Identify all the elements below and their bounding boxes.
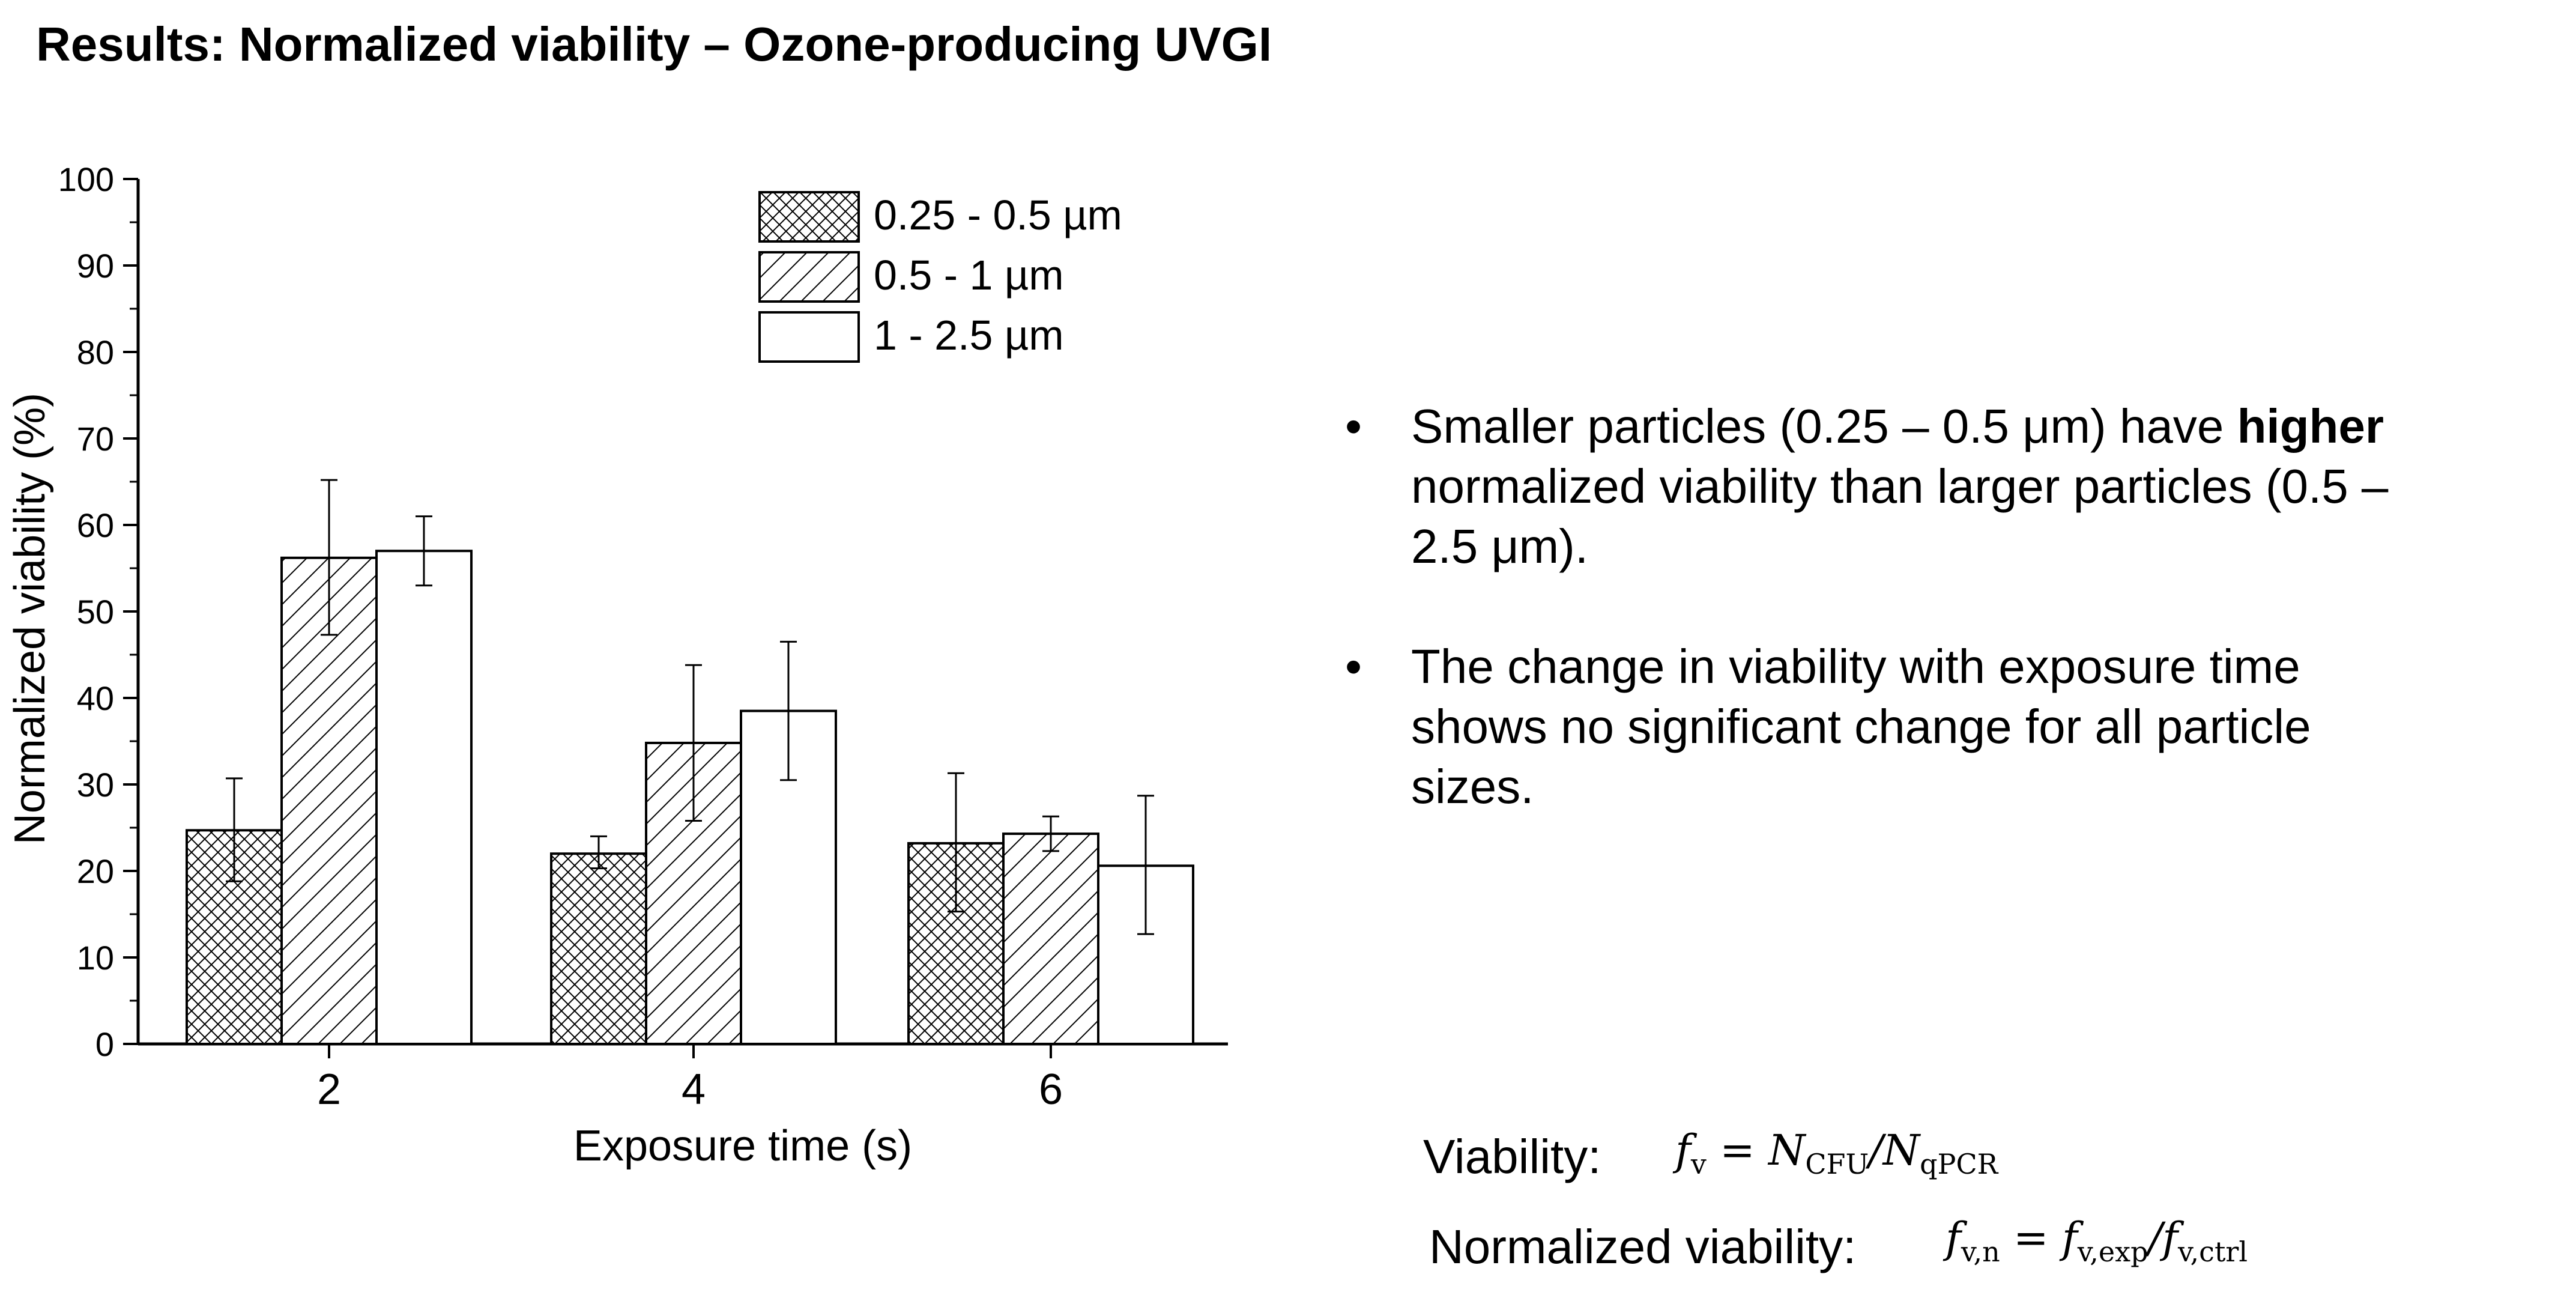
legend-label: 0.5 - 1 µm bbox=[874, 252, 1064, 299]
x-tick-label: 6 bbox=[1039, 1066, 1063, 1114]
bullet-item: • Smaller particles (0.25 – 0.5 μm) have… bbox=[1345, 396, 2396, 577]
legend: 0.25 - 0.5 µm 0.5 - 1 µm 1 - 2.5 µm bbox=[758, 191, 1122, 363]
normalized-viability-equation: fv,n = fv,exp/fv,ctrl bbox=[1946, 1213, 2248, 1268]
bar bbox=[1002, 832, 1099, 1045]
y-tick-label: 90 bbox=[77, 247, 114, 285]
bar bbox=[375, 550, 473, 1045]
y-tick-label: 80 bbox=[77, 333, 114, 371]
legend-label: 0.25 - 0.5 µm bbox=[874, 192, 1122, 238]
bar bbox=[550, 852, 647, 1045]
x-axis-title: Exposure time (s) bbox=[573, 1122, 912, 1170]
bullet-text-rest: normalized viability than larger particl… bbox=[1411, 459, 2389, 573]
bullet-symbol: • bbox=[1345, 399, 1362, 453]
bullet-emphasis: higher bbox=[2237, 399, 2384, 453]
slide-title: Results: Normalized viability – Ozone-pr… bbox=[36, 17, 1272, 71]
y-tick-label: 70 bbox=[77, 420, 114, 458]
legend-swatch bbox=[758, 191, 860, 243]
y-tick-label: 50 bbox=[77, 593, 114, 631]
normalized-viability-formula: Normalized viability: fv,n = fv,exp/fv,c… bbox=[1429, 1213, 2248, 1275]
legend-label: 1 - 2.5 µm bbox=[874, 312, 1064, 359]
x-tick-label: 4 bbox=[682, 1066, 706, 1114]
bullet-item: • The change in viability with exposure … bbox=[1345, 637, 2396, 817]
viability-label: Viability: bbox=[1423, 1130, 1601, 1183]
legend-swatch bbox=[758, 311, 860, 363]
bullet-list: • Smaller particles (0.25 – 0.5 μm) have… bbox=[1345, 396, 2396, 877]
x-tick-label: 2 bbox=[317, 1066, 341, 1114]
viability-equation: fv = NCFU/NqPCR bbox=[1675, 1126, 1998, 1180]
normalized-viability-label: Normalized viability: bbox=[1429, 1220, 1857, 1273]
legend-swatch bbox=[758, 251, 860, 303]
y-axis-title: Normalized viability (%) bbox=[6, 393, 54, 845]
y-tick-label: 0 bbox=[95, 1025, 114, 1063]
bullet-symbol: • bbox=[1345, 640, 1362, 693]
bar bbox=[280, 556, 378, 1045]
y-tick-label: 30 bbox=[77, 766, 114, 804]
y-tick-label: 60 bbox=[77, 506, 114, 544]
y-tick-label: 100 bbox=[58, 160, 114, 198]
bars bbox=[186, 479, 1194, 1046]
viability-formula: Viability: fv = NCFU/NqPCR bbox=[1423, 1126, 1998, 1184]
y-tick-label: 40 bbox=[77, 679, 114, 717]
y-tick-label: 10 bbox=[77, 939, 114, 977]
y-tick-label: 20 bbox=[77, 852, 114, 890]
bullet-text: Smaller particles (0.25 – 0.5 μm) have bbox=[1411, 399, 2224, 453]
bullet-text: The change in viability with exposure ti… bbox=[1411, 640, 2311, 813]
